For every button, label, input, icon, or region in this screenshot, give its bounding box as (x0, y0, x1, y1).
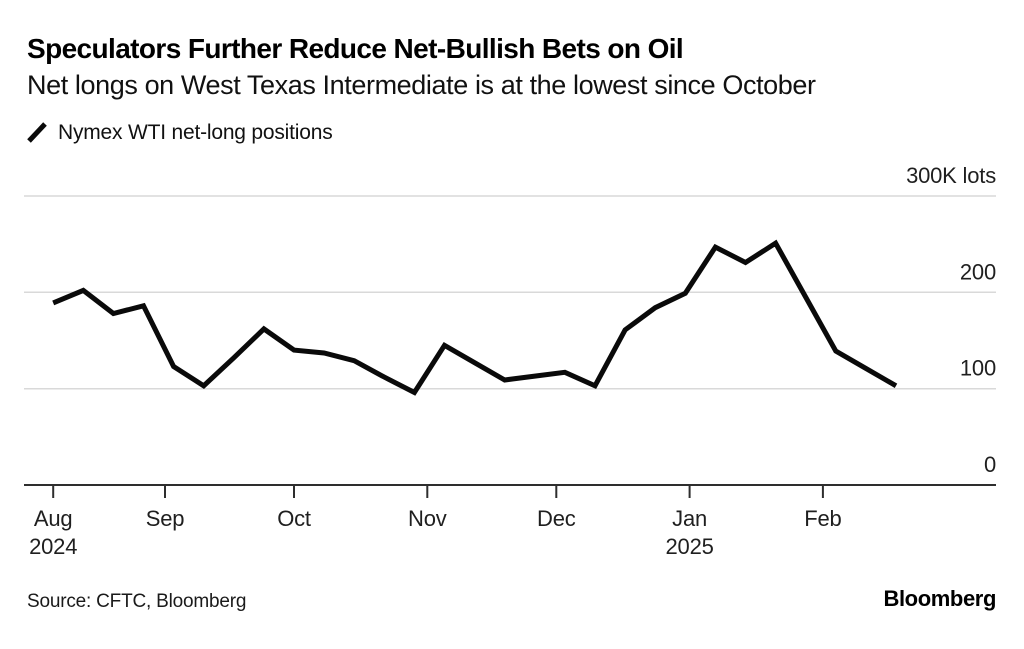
y-axis-label-300: 300K lots (906, 163, 996, 188)
x-axis-year-label: 2024 (29, 534, 77, 559)
diagonal-line-mark-icon (26, 120, 48, 145)
source-note: Source: CFTC, Bloomberg (27, 591, 247, 612)
legend: Nymex WTI net-long positions (26, 120, 333, 145)
x-axis-label-Feb: Feb (804, 506, 841, 531)
x-axis-label-Jan: Jan (672, 506, 707, 531)
x-axis-year-label: 2025 (666, 534, 714, 559)
y-axis-label-100: 100 (960, 356, 996, 381)
x-axis-label-Oct: Oct (277, 506, 311, 531)
series-line (52, 239, 898, 396)
chart-subtitle: Net longs on West Texas Intermediate is … (27, 70, 816, 100)
y-axis-label-0: 0 (984, 452, 996, 477)
x-axis-label-Aug: Aug (34, 506, 73, 531)
x-axis-label-Sep: Sep (146, 506, 185, 531)
legend-label: Nymex WTI net-long positions (58, 120, 333, 144)
chart-title: Speculators Further Reduce Net-Bullish B… (27, 33, 684, 64)
bloomberg-logo: Bloomberg (883, 586, 996, 611)
x-axis-label-Nov: Nov (408, 506, 447, 531)
x-axis-label-Dec: Dec (537, 506, 576, 531)
y-axis-label-200: 200 (960, 259, 996, 284)
